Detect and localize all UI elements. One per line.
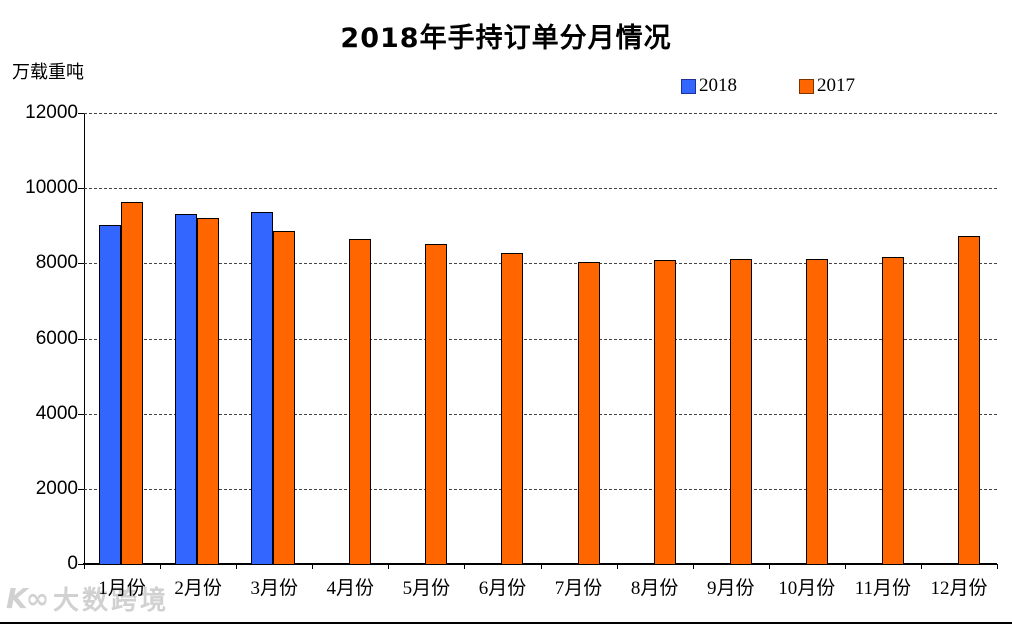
legend-label-2018: 2018 [699, 75, 737, 96]
bar-2017-9月份 [729, 258, 752, 564]
x-label-1月份: 1月份 [98, 578, 146, 599]
x-tick-7 [616, 564, 618, 569]
bar-2018-3月份 [251, 211, 274, 564]
x-tick-0 [84, 564, 85, 569]
x-tick-1 [160, 564, 162, 569]
x-tick-4 [388, 564, 390, 569]
gridline-2000 [84, 488, 997, 490]
x-tick-6 [540, 564, 542, 569]
y-tick-6000 [78, 338, 84, 340]
x-label-5月份: 5月份 [402, 578, 451, 599]
x-tick-9 [768, 564, 770, 569]
x-axis-line [83, 563, 997, 565]
plot-area [78, 113, 998, 569]
x-label-10月份: 10月份 [778, 578, 836, 599]
bar-2017-4月份 [349, 238, 372, 564]
legend-label-2017: 2017 [817, 75, 855, 96]
y-tick-label-12000: 12000 [25, 102, 78, 123]
watermark-logo-icon: K∞ [6, 582, 49, 615]
x-label-4月份: 4月份 [326, 578, 375, 599]
legend-swatch-2017 [799, 78, 814, 94]
x-label-6月份: 6月份 [478, 578, 527, 599]
x-tick-8 [692, 564, 694, 569]
y-tick-label-8000: 8000 [35, 252, 78, 274]
legend-item-2018: 2018 [681, 75, 737, 97]
bar-2017-3月份 [273, 230, 296, 564]
x-label-3月份: 3月份 [250, 578, 298, 599]
y-tick-12000 [78, 113, 84, 114]
y-tick-label-0: 0 [67, 553, 78, 574]
bar-2017-5月份 [425, 243, 448, 564]
bar-2017-1月份 [121, 202, 144, 564]
x-tick-3 [312, 564, 314, 569]
chart-title: 2018年手持订单分月情况 [340, 23, 672, 54]
x-label-7月份: 7月份 [554, 578, 603, 599]
bar-2017-2月份 [197, 217, 220, 564]
x-label-9月份: 9月份 [706, 578, 755, 599]
x-label-2月份: 2月份 [174, 578, 222, 599]
x-label-8月份: 8月份 [630, 578, 679, 599]
legend-item-2017: 2017 [799, 75, 855, 97]
gridline-12000 [84, 113, 997, 114]
x-label-12月份: 12月份 [930, 578, 988, 599]
y-tick-label-10000: 10000 [25, 177, 78, 199]
y-axis-unit-label: 万载重吨 [12, 62, 84, 82]
y-tick-8000 [78, 263, 84, 265]
y-tick-4000 [78, 413, 84, 415]
bar-2018-2月份 [175, 214, 198, 564]
bottom-border-line [0, 622, 1012, 624]
bar-2017-7月份 [577, 262, 600, 564]
y-tick-10000 [78, 188, 84, 190]
legend: 2018 2017 [681, 75, 855, 97]
x-tick-2 [236, 564, 238, 569]
x-tick-12 [997, 564, 998, 569]
x-tick-10 [844, 564, 846, 569]
bar-2017-12月份 [957, 236, 980, 564]
gridline-6000 [84, 338, 997, 340]
x-tick-5 [464, 564, 466, 569]
y-tick-label-4000: 4000 [35, 402, 78, 424]
watermark-text: 大数跨境 [53, 586, 170, 616]
y-tick-2000 [78, 488, 84, 490]
x-tick-11 [920, 564, 922, 569]
bar-2017-10月份 [805, 258, 828, 564]
legend-swatch-2018 [681, 78, 696, 94]
bar-2018-1月份 [99, 224, 122, 564]
watermark: K∞ 大数跨境 [6, 580, 169, 617]
y-tick-label-6000: 6000 [35, 327, 78, 349]
bar-2017-11月份 [881, 257, 904, 564]
gridline-4000 [84, 413, 997, 415]
bar-2017-6月份 [501, 252, 524, 564]
y-tick-0 [78, 564, 84, 565]
gridline-8000 [84, 263, 997, 265]
x-label-11月份: 11月份 [854, 578, 912, 599]
bar-2017-8月份 [653, 260, 676, 564]
y-tick-label-2000: 2000 [35, 477, 78, 499]
gridline-10000 [84, 188, 997, 190]
